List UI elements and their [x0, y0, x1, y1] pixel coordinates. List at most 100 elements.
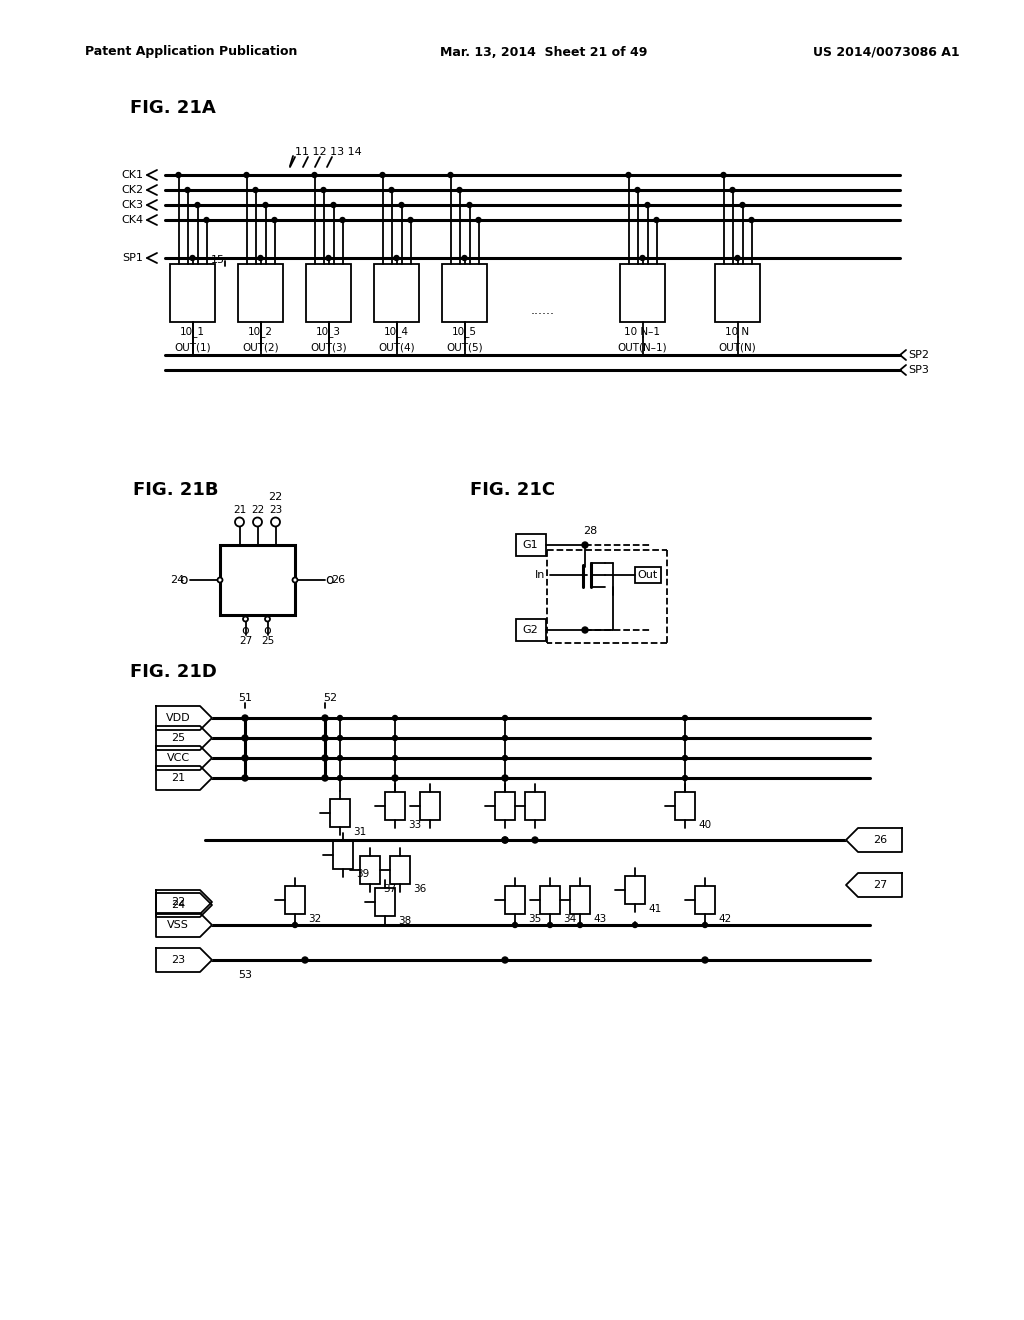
Circle shape: [457, 187, 462, 193]
Circle shape: [244, 173, 249, 177]
Circle shape: [462, 256, 467, 260]
Circle shape: [503, 715, 508, 721]
Circle shape: [626, 173, 631, 177]
Text: 52: 52: [323, 693, 337, 704]
Circle shape: [190, 256, 195, 260]
Text: 26: 26: [872, 836, 887, 845]
Circle shape: [683, 735, 687, 741]
Text: US 2014/0073086 A1: US 2014/0073086 A1: [813, 45, 961, 58]
Text: o: o: [242, 623, 249, 636]
Circle shape: [702, 957, 708, 964]
Text: 28: 28: [583, 525, 597, 536]
Circle shape: [392, 735, 397, 741]
Text: CK1: CK1: [121, 170, 143, 180]
Circle shape: [271, 517, 280, 527]
Text: 22: 22: [171, 898, 185, 907]
Circle shape: [502, 837, 508, 843]
Polygon shape: [156, 746, 212, 770]
Bar: [330, 799, 350, 828]
Circle shape: [380, 173, 385, 177]
Circle shape: [582, 543, 588, 548]
Text: 10_3: 10_3: [316, 326, 341, 338]
Bar: [695, 886, 715, 913]
Bar: [385, 792, 406, 820]
Circle shape: [293, 923, 298, 928]
Circle shape: [338, 755, 342, 760]
Circle shape: [399, 202, 404, 207]
Text: 25: 25: [171, 733, 185, 743]
Circle shape: [331, 202, 336, 207]
Text: OUT(4): OUT(4): [378, 343, 415, 352]
Text: SP1: SP1: [122, 253, 143, 263]
Bar: [442, 264, 487, 322]
Bar: [675, 792, 695, 820]
Polygon shape: [156, 894, 212, 917]
Text: FIG. 21B: FIG. 21B: [133, 480, 218, 499]
Circle shape: [321, 187, 326, 193]
Circle shape: [326, 256, 331, 260]
Text: 51: 51: [238, 693, 252, 704]
Polygon shape: [156, 766, 212, 789]
Circle shape: [338, 776, 342, 780]
Bar: [620, 264, 665, 322]
Bar: [715, 264, 760, 322]
Circle shape: [389, 187, 394, 193]
Text: 41: 41: [648, 904, 662, 913]
Text: 24: 24: [171, 900, 185, 909]
Circle shape: [683, 776, 687, 780]
Text: OUT(3): OUT(3): [310, 343, 347, 352]
Bar: [306, 264, 351, 322]
Text: 53: 53: [238, 970, 252, 979]
Text: G2: G2: [522, 624, 538, 635]
Circle shape: [582, 627, 588, 634]
Bar: [360, 855, 380, 884]
Circle shape: [242, 715, 248, 721]
Text: 34: 34: [563, 913, 577, 924]
Text: VDD: VDD: [166, 713, 190, 723]
Circle shape: [242, 735, 248, 741]
Bar: [505, 886, 525, 913]
Bar: [238, 264, 283, 322]
Text: 10 N: 10 N: [725, 327, 750, 337]
Circle shape: [640, 256, 645, 260]
Text: 21: 21: [171, 774, 185, 783]
Bar: [285, 886, 305, 913]
Text: 10 N–1: 10 N–1: [625, 327, 660, 337]
Circle shape: [502, 775, 508, 781]
Text: SP2: SP2: [908, 350, 929, 360]
Text: 21: 21: [232, 506, 246, 515]
Circle shape: [242, 775, 248, 781]
Bar: [525, 792, 545, 820]
Circle shape: [322, 715, 328, 721]
Circle shape: [185, 187, 190, 193]
Polygon shape: [846, 828, 902, 851]
Text: 10_2: 10_2: [248, 326, 273, 338]
Circle shape: [176, 173, 181, 177]
Bar: [625, 876, 645, 904]
Bar: [375, 888, 395, 916]
Text: FIG. 21D: FIG. 21D: [130, 663, 217, 681]
Circle shape: [654, 218, 659, 223]
Text: 40: 40: [698, 820, 711, 830]
Circle shape: [322, 735, 328, 741]
Text: OUT(5): OUT(5): [446, 343, 482, 352]
Circle shape: [548, 923, 553, 928]
Text: o: o: [264, 623, 271, 636]
Circle shape: [338, 715, 342, 721]
Circle shape: [258, 256, 263, 260]
Circle shape: [408, 218, 413, 223]
Text: OUT(1): OUT(1): [174, 343, 211, 352]
Text: 32: 32: [308, 913, 322, 924]
Text: Mar. 13, 2014  Sheet 21 of 49: Mar. 13, 2014 Sheet 21 of 49: [440, 45, 647, 58]
Text: G1: G1: [522, 540, 538, 550]
Text: 11 12 13 14: 11 12 13 14: [295, 147, 361, 157]
Text: 27: 27: [239, 636, 252, 645]
Circle shape: [503, 735, 508, 741]
Text: 37: 37: [383, 884, 396, 894]
Text: 42: 42: [718, 913, 731, 924]
Circle shape: [633, 923, 638, 928]
Circle shape: [503, 776, 508, 780]
Text: 33: 33: [408, 820, 421, 830]
Text: 24: 24: [170, 576, 184, 585]
Text: OUT(N–1): OUT(N–1): [617, 343, 668, 352]
